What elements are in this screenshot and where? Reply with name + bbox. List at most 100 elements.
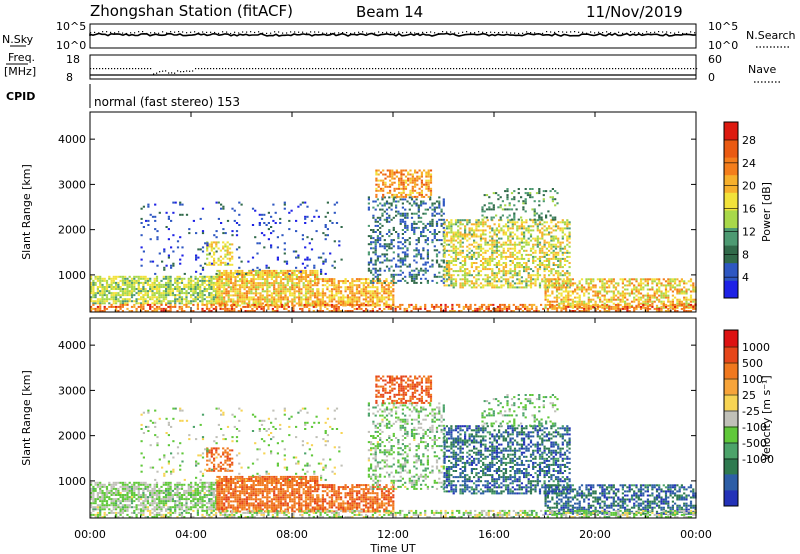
heatmap-cell: [567, 286, 570, 289]
heatmap-cell: [520, 255, 523, 258]
heatmap-cell: [304, 286, 308, 289]
heatmap-cell: [383, 202, 386, 205]
heatmap-cell: [220, 294, 223, 297]
heatmap-cell: [585, 278, 588, 281]
nave-dot: [609, 68, 611, 70]
heatmap-cell: [565, 305, 568, 308]
heatmap-cell: [250, 296, 253, 299]
heatmap-cell: [289, 300, 292, 303]
heatmap-cell: [477, 278, 480, 281]
heatmap-cell: [569, 278, 572, 281]
heatmap-cell: [608, 290, 611, 293]
heatmap-cell: [417, 220, 420, 223]
heatmap-cell: [557, 257, 560, 260]
heatmap-cell: [477, 245, 480, 248]
heatmap-cell: [513, 266, 517, 269]
heatmap-cell: [199, 275, 202, 278]
heatmap-cell: [367, 263, 370, 266]
heatmap-cell: [243, 276, 246, 278]
nsearch-dot: [646, 31, 648, 33]
nsearch-dot: [130, 32, 132, 34]
heatmap-cell: [687, 280, 690, 283]
heatmap-cell: [212, 281, 215, 284]
heatmap-cell: [477, 229, 480, 232]
heatmap-cell: [633, 292, 636, 295]
heatmap-cell: [171, 292, 174, 295]
heatmap-cell: [541, 235, 544, 238]
heatmap-cell: [452, 284, 455, 287]
heatmap-cell: [450, 276, 453, 279]
heatmap-cell: [619, 292, 622, 295]
heatmap-cell: [642, 294, 645, 297]
heatmap-cell: [536, 270, 539, 273]
heatmap-cell: [257, 296, 260, 299]
heatmap-cell: [221, 307, 224, 310]
heatmap-cell: [442, 281, 445, 284]
heatmap-cell: [445, 249, 448, 252]
heatmap-cell: [389, 189, 392, 192]
heatmap-cell: [410, 229, 414, 231]
heatmap-cell: [178, 292, 181, 295]
heatmap-cell: [169, 294, 172, 297]
heatmap-cell: [153, 310, 156, 312]
heatmap-cell: [533, 303, 536, 306]
heatmap-cell: [420, 277, 423, 280]
nave-dot: [441, 68, 443, 70]
heatmap-cell: [178, 290, 181, 293]
heatmap-cell: [531, 196, 534, 199]
heatmap-cell: [340, 300, 343, 303]
nsearch-dot: [678, 31, 680, 33]
nave-dot: [420, 68, 422, 70]
heatmap-cell: [218, 280, 221, 283]
heatmap-cell: [105, 296, 109, 299]
nave-dot: [387, 68, 389, 70]
nave-dot: [141, 68, 143, 70]
heatmap-cell: [397, 273, 400, 276]
heatmap-cell: [491, 272, 494, 275]
heatmap-cell: [218, 269, 221, 272]
heatmap-cell: [194, 288, 197, 290]
heatmap-cell: [261, 276, 264, 278]
heatmap-cell: [578, 282, 581, 285]
heatmap-cell: [383, 288, 386, 291]
heatmap-cell: [481, 214, 484, 217]
heatmap-cell: [261, 278, 264, 281]
heatmap-cell: [557, 237, 560, 240]
heatmap-cell: [664, 288, 668, 291]
heatmap-cell: [637, 288, 640, 291]
heatmap-cell: [376, 237, 379, 240]
heatmap-cell: [382, 195, 385, 198]
heatmap-cell: [239, 290, 242, 293]
heatmap-cell: [404, 193, 408, 196]
heatmap-cell: [504, 223, 508, 226]
heatmap-cell: [536, 268, 539, 271]
heatmap-cell: [293, 286, 296, 289]
heatmap-cell: [541, 249, 544, 252]
heatmap-cell: [534, 274, 537, 277]
heatmap-cell: [270, 296, 273, 299]
heatmap-cell: [651, 302, 654, 305]
heatmap-cell: [542, 200, 545, 203]
heatmap-cell: [234, 302, 237, 305]
heatmap-cell: [103, 279, 106, 282]
heatmap-cell: [210, 275, 213, 278]
heatmap-cell: [375, 173, 378, 176]
heatmap-cell: [555, 296, 559, 299]
heatmap-cell: [130, 300, 134, 303]
heatmap-cell: [649, 278, 652, 281]
heatmap-cell: [151, 286, 154, 288]
heatmap-cell: [213, 241, 216, 244]
heatmap-cell: [383, 253, 386, 256]
heatmap-cell: [423, 183, 426, 186]
heatmap-cell: [435, 303, 438, 306]
heatmap-cell: [340, 303, 343, 306]
heatmap-cell: [245, 294, 248, 297]
heatmap-cell: [308, 303, 311, 306]
heatmap-cell: [667, 296, 670, 299]
heatmap-cell: [476, 310, 479, 312]
heatmap-cell: [372, 273, 375, 276]
heatmap-cell: [478, 307, 481, 310]
heatmap-cell: [372, 200, 375, 203]
heatmap-cell: [477, 284, 480, 287]
heatmap-cell: [291, 280, 294, 283]
